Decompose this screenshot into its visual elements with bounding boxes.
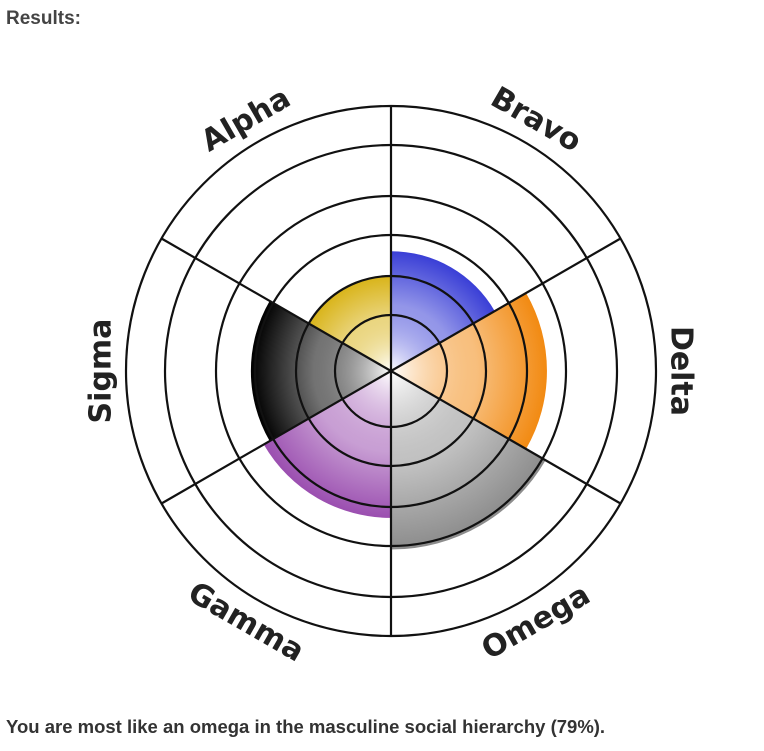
label-bravo: Bravo [485, 80, 587, 159]
label-delta: Delta [664, 326, 699, 416]
result-summary: You are most like an omega in the mascul… [6, 716, 606, 737]
grid-spoke-5 [160, 370, 392, 505]
sector-bravo [391, 251, 495, 371]
label-omega: Omega [476, 577, 596, 667]
sector-omega [391, 371, 546, 550]
grid-spoke-3 [390, 370, 622, 505]
label-gamma: Gamma [182, 575, 310, 669]
sector-gamma [263, 371, 391, 518]
label-sigma: Sigma [84, 319, 119, 424]
results-heading: Results: [6, 8, 81, 29]
grid-spoke-6 [160, 237, 392, 372]
sector-delta [391, 293, 547, 449]
sector-sigma [250, 300, 391, 442]
label-alpha: Alpha [195, 81, 296, 160]
grid-spoke-2 [390, 237, 622, 372]
